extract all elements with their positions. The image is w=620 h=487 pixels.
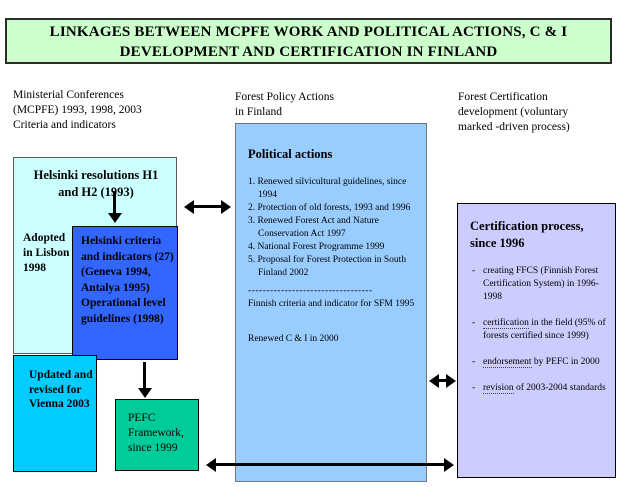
arrow-head-icon — [221, 200, 231, 214]
arrow-head-icon — [138, 388, 152, 398]
bullet-text: endorsement by PEFC in 2000 — [483, 357, 600, 368]
bullet-text: creating FFCS (Finnish Forest Certificat… — [483, 266, 599, 302]
down-arrow-resolutions-to-criteria — [108, 191, 122, 223]
bullet-dash: - — [472, 357, 476, 367]
helsinki-criteria-label: Helsinki criteria and indicators (27) (G… — [81, 235, 174, 325]
political-actions-box: Political actions 1. Renewed silvicultur… — [235, 123, 427, 482]
down-arrow-criteria-to-pefc — [138, 362, 152, 398]
slide-title-banner: LINKAGES BETWEEN MCPFE WORK AND POLITICA… — [5, 18, 612, 64]
political-action-item: 5. Proposal for Forest Protection in Sou… — [248, 255, 407, 278]
political-action-item: 3. Renewed Forest Act and Nature Conserv… — [248, 216, 379, 239]
pefc-framework-label: PEFC Framework, since 1999 — [128, 412, 184, 454]
certification-process-box: Certification process, since 1996 - crea… — [457, 203, 616, 478]
dashed-divider: ---------------------------------- — [248, 286, 373, 296]
bullet-dash: - — [472, 318, 476, 328]
updated-vienna-box: Updated and revised for Vienna 2003 — [13, 355, 97, 472]
helsinki-criteria-box: Helsinki criteria and indicators (27) (G… — [72, 226, 178, 360]
column-header-certification: Forest Certification development (volunt… — [458, 90, 620, 135]
certification-bullet: - creating FFCS (Finnish Forest Certific… — [470, 265, 607, 304]
double-arrow-mcpfe-policy — [184, 200, 231, 214]
renewed-ci-label: Renewed C & I in 2000 — [248, 334, 339, 344]
arrow-head-icon — [444, 458, 454, 472]
political-action-item: 1. Renewed silvicultural guidelines, sin… — [248, 177, 407, 200]
pefc-framework-box: PEFC Framework, since 1999 — [115, 399, 199, 471]
column-header-forest-policy: Forest Policy Actions in Finland — [235, 90, 405, 120]
arrow-head-icon — [446, 374, 456, 388]
certification-bullet: - endorsement by PEFC in 2000 — [470, 356, 607, 369]
certification-process-title: Certification process, since 1996 — [470, 219, 584, 250]
slide-title-line2: DEVELOPMENT AND CERTIFICATION IN FINLAND — [119, 44, 498, 60]
political-actions-title: Political actions — [248, 147, 333, 161]
double-arrow-policy-certification — [429, 374, 456, 388]
column-header-mcpfe-line2: (MCPFE) 1993, 1998, 2003 — [13, 104, 142, 116]
political-action-item: 4. National Forest Programme 1999 — [248, 242, 385, 252]
column-header-certification-line1: Forest Certification — [458, 91, 548, 103]
updated-vienna-label: Updated and revised for Vienna 2003 — [29, 369, 93, 410]
slide-title-line1: LINKAGES BETWEEN MCPFE WORK AND POLITICA… — [49, 24, 568, 40]
bullet-text: certification in the field (95% of fores… — [483, 318, 606, 341]
bullet-text: revision of 2003-2004 standards — [483, 383, 606, 394]
political-action-item: 2. Protection of old forests, 1993 and 1… — [248, 203, 411, 213]
arrow-shaft — [434, 379, 451, 382]
certification-bullet: - certification in the field (95% of for… — [470, 317, 607, 343]
column-header-forest-policy-line1: Forest Policy Actions — [235, 91, 335, 103]
column-header-mcpfe: Ministerial Conferences (MCPFE) 1993, 19… — [13, 88, 193, 133]
adopted-lisbon-label: Adopted in Lisbon 1998 — [23, 232, 70, 274]
arrow-shaft — [189, 205, 226, 208]
bullet-dash: - — [472, 266, 476, 276]
column-header-mcpfe-line1: Ministerial Conferences — [13, 89, 124, 101]
certification-bullet: - revision of 2003-2004 standards — [470, 382, 607, 395]
column-header-mcpfe-line3: Criteria and indicators — [13, 119, 116, 131]
helsinki-resolutions-label: Helsinki resolutions H1 and H2 (1993) — [33, 168, 159, 199]
arrow-shaft — [143, 362, 146, 393]
bullet-dash: - — [472, 383, 476, 393]
column-header-forest-policy-line2: in Finland — [235, 106, 282, 118]
finnish-criteria-label: Finnish criteria and indicator for SFM 1… — [248, 299, 415, 309]
arrow-shaft — [211, 463, 449, 466]
column-header-certification-line2: development (voluntary — [458, 106, 569, 118]
arrow-shaft — [113, 191, 116, 218]
double-arrow-pefc-certification — [206, 458, 454, 472]
column-header-certification-line3: marked -driven process) — [458, 121, 570, 133]
arrow-head-icon — [108, 213, 122, 223]
